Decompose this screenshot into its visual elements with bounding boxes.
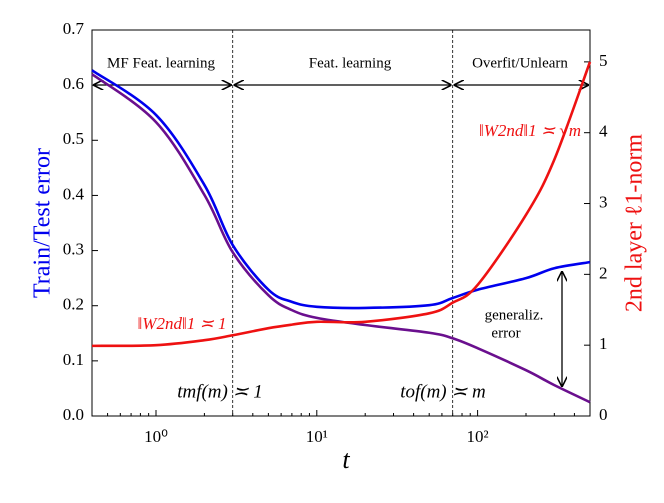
y-tick-label: 0.2 xyxy=(63,295,84,314)
y-tick-label: 0.7 xyxy=(63,19,85,38)
x-tick-label: 10⁰ xyxy=(144,427,168,446)
region-label: MF Feat. learning xyxy=(107,55,215,71)
annotation: tmf(m) ≍ 1 xyxy=(177,381,263,402)
y2-tick-label: 5 xyxy=(599,51,608,70)
annotation: ‖W2nd‖1 ≍ √m xyxy=(479,121,581,140)
annotation: generaliz. xyxy=(485,307,544,323)
y2-tick-label: 2 xyxy=(599,263,608,282)
y-tick-label: 0.6 xyxy=(63,74,84,93)
y2-tick-label: 1 xyxy=(599,334,608,353)
annotation: ‖W2nd‖1 ≍ 1 xyxy=(138,314,227,333)
y2-tick-label: 3 xyxy=(599,192,608,211)
y-axis-label: Train/Test error xyxy=(30,148,56,298)
series-line xyxy=(91,69,591,310)
annotation: tof(m) ≍ m xyxy=(400,381,486,402)
region-label: Overfit/Unlearn xyxy=(472,55,568,71)
annotation: error xyxy=(491,325,520,341)
y-tick-label: 0.4 xyxy=(63,184,85,203)
y2-axis-label: 2nd layer ℓ1-norm xyxy=(622,134,648,312)
series-line xyxy=(91,61,592,348)
plot-frame xyxy=(91,29,591,417)
region-label: Feat. learning xyxy=(309,55,392,71)
y-tick-label: 0.3 xyxy=(63,239,84,258)
series-line xyxy=(91,73,591,404)
x-tick-label: 10¹ xyxy=(306,427,328,446)
x-tick-label: 10² xyxy=(467,427,489,446)
y2-tick-label: 0 xyxy=(599,405,608,424)
y2-tick-label: 4 xyxy=(599,122,608,141)
x-axis-label: t xyxy=(342,445,350,474)
y-tick-label: 0.0 xyxy=(63,405,84,424)
y-tick-label: 0.1 xyxy=(63,350,84,369)
y-tick-label: 0.5 xyxy=(63,129,84,148)
